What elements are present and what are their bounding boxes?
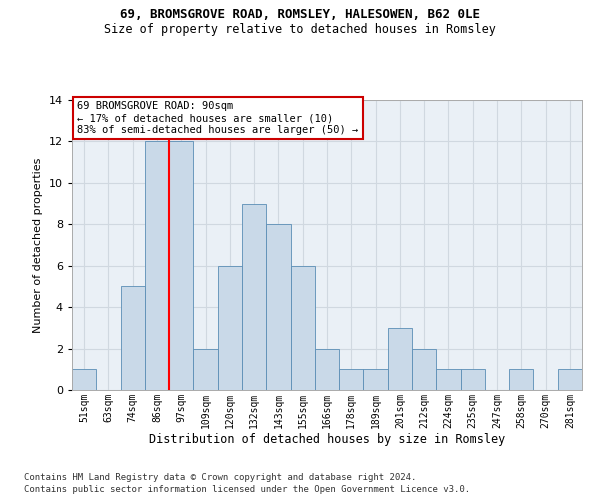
- Bar: [558, 370, 582, 390]
- Bar: [315, 348, 339, 390]
- Text: Contains HM Land Registry data © Crown copyright and database right 2024.: Contains HM Land Registry data © Crown c…: [24, 472, 416, 482]
- Bar: [218, 266, 242, 390]
- Bar: [461, 370, 485, 390]
- Text: 69 BROMSGROVE ROAD: 90sqm
← 17% of detached houses are smaller (10)
83% of semi-: 69 BROMSGROVE ROAD: 90sqm ← 17% of detac…: [77, 102, 358, 134]
- Text: 69, BROMSGROVE ROAD, ROMSLEY, HALESOWEN, B62 0LE: 69, BROMSGROVE ROAD, ROMSLEY, HALESOWEN,…: [120, 8, 480, 20]
- Bar: [436, 370, 461, 390]
- Bar: [339, 370, 364, 390]
- Bar: [72, 370, 96, 390]
- Bar: [145, 142, 169, 390]
- Bar: [266, 224, 290, 390]
- Bar: [169, 142, 193, 390]
- Bar: [364, 370, 388, 390]
- Bar: [121, 286, 145, 390]
- Y-axis label: Number of detached properties: Number of detached properties: [33, 158, 43, 332]
- Bar: [412, 348, 436, 390]
- Bar: [193, 348, 218, 390]
- Text: Size of property relative to detached houses in Romsley: Size of property relative to detached ho…: [104, 22, 496, 36]
- Text: Contains public sector information licensed under the Open Government Licence v3: Contains public sector information licen…: [24, 485, 470, 494]
- Text: Distribution of detached houses by size in Romsley: Distribution of detached houses by size …: [149, 432, 505, 446]
- Bar: [242, 204, 266, 390]
- Bar: [290, 266, 315, 390]
- Bar: [509, 370, 533, 390]
- Bar: [388, 328, 412, 390]
